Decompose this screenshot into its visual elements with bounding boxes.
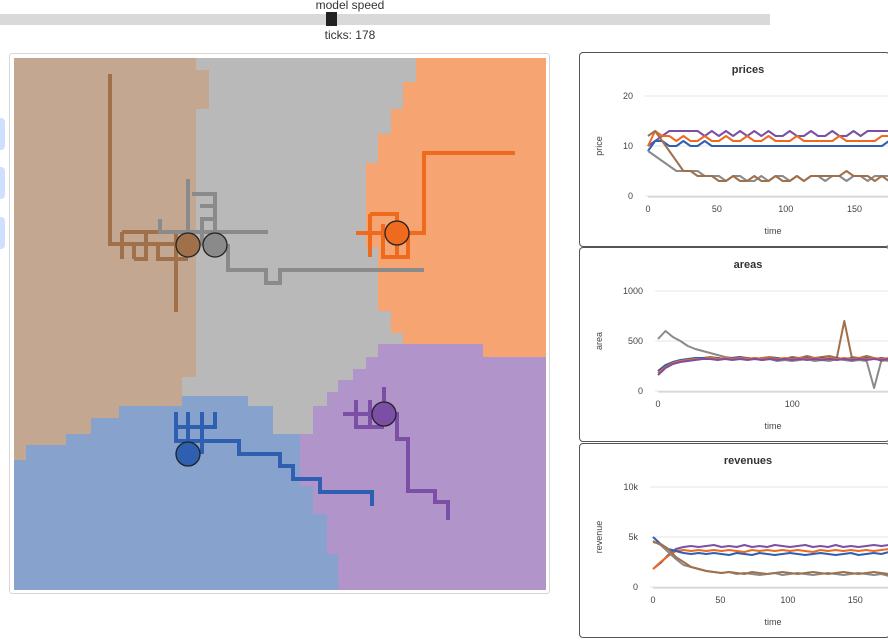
purple-trails	[343, 387, 450, 520]
series-line-2	[652, 536, 888, 556]
agent-purple[interactable]	[371, 401, 397, 427]
y-tick-label: 0	[628, 191, 633, 201]
world-view[interactable]	[10, 54, 549, 593]
series-line-1	[647, 130, 888, 147]
side-tab-3[interactable]	[0, 217, 5, 249]
x-tick-label: 50	[712, 204, 722, 214]
x-tick-label: 0	[655, 399, 660, 409]
chart-title: revenues	[724, 455, 772, 467]
x-tick-label: 0	[650, 595, 655, 605]
chart-revenues: revenues revenue time 0 5k 10k 0 50 100 150	[594, 455, 888, 627]
y-tick-label: 0	[633, 582, 638, 592]
x-tick-label: 100	[780, 595, 795, 605]
x-axis-label: time	[764, 421, 781, 431]
y-tick-label: 20	[623, 91, 633, 101]
y-tick-label: 10	[623, 141, 633, 151]
region-purple	[300, 344, 546, 590]
x-axis-label: time	[764, 226, 781, 236]
series-line-2	[647, 140, 888, 152]
region-brown	[14, 58, 209, 460]
region-blue	[14, 396, 338, 590]
series-line-3	[647, 150, 888, 182]
model-speed-label: model speed	[315, 0, 385, 12]
chart-title: areas	[734, 259, 763, 271]
series-line-4	[657, 358, 888, 376]
y-axis-label: price	[594, 136, 604, 156]
x-axis-label: time	[764, 617, 781, 627]
series-line-4	[647, 130, 888, 182]
plot-areas: areas area time 0 500 1000 0 100	[579, 247, 888, 442]
series-line-0	[647, 130, 888, 147]
series-line-4	[652, 541, 888, 575]
ticks-counter: ticks: 178	[324, 28, 376, 42]
agent-blue[interactable]	[175, 441, 201, 467]
x-tick-label: 100	[778, 204, 793, 214]
chart-title: prices	[732, 64, 764, 76]
chart-areas: areas area time 0 500 1000 0 100	[594, 259, 888, 431]
y-tick-label: 5k	[628, 532, 638, 542]
series-line-1	[652, 548, 888, 570]
agent-orange[interactable]	[384, 220, 410, 246]
plot-prices: prices price time 0 10 20 0 50 100 150	[579, 52, 888, 247]
x-tick-label: 0	[645, 204, 650, 214]
series-line-1	[657, 320, 888, 372]
agent-gray[interactable]	[202, 232, 228, 258]
world-view-frame	[9, 53, 550, 594]
plot-revenues: revenues revenue time 0 5k 10k 0 50 100 150	[579, 443, 888, 638]
y-axis-label: revenue	[594, 521, 604, 554]
y-tick-label: 1000	[623, 286, 643, 296]
x-tick-label: 150	[848, 595, 863, 605]
series-line-0	[652, 544, 888, 570]
side-tab-2[interactable]	[0, 167, 5, 199]
y-tick-label: 500	[628, 336, 643, 346]
agent-brown[interactable]	[175, 232, 201, 258]
x-tick-label: 100	[785, 399, 800, 409]
region-orange	[366, 58, 546, 357]
side-tab-1[interactable]	[0, 118, 5, 150]
x-tick-label: 50	[715, 595, 725, 605]
y-axis-label: area	[594, 332, 604, 350]
x-tick-label: 150	[847, 204, 862, 214]
model-speed-slider[interactable]	[0, 14, 770, 25]
y-tick-label: 0	[638, 386, 643, 396]
model-speed-thumb[interactable]	[326, 12, 337, 26]
brown-trails	[108, 74, 188, 312]
y-tick-label: 10k	[623, 482, 638, 492]
chart-prices: prices price time 0 10 20 0 50 100 150	[594, 64, 888, 236]
